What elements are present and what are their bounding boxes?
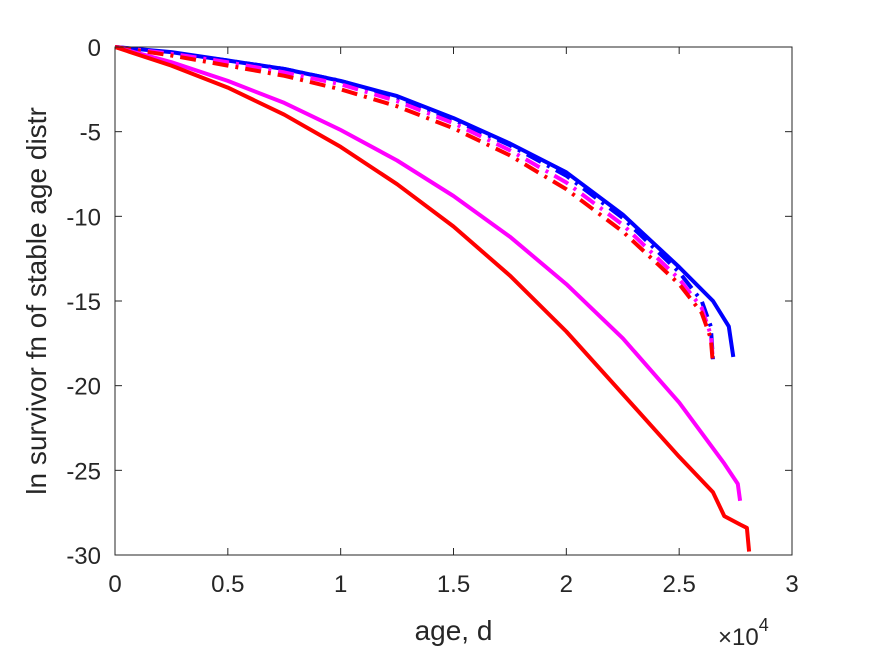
x-tick-label: 2 [560, 571, 573, 598]
x-tick-label: 3 [785, 571, 798, 598]
series-line-6 [114, 45, 752, 552]
x-axis-label: age, d [415, 615, 493, 646]
series-line-5 [114, 45, 743, 502]
y-tick-label: 0 [88, 35, 101, 62]
y-axis-label: ln survivor fn of stable age distr [21, 107, 52, 495]
y-tick-label: -20 [66, 374, 101, 401]
x-axis-multiplier: ×104 [718, 615, 769, 651]
y-tick-label: -10 [66, 204, 101, 231]
x-tick-label: 0 [108, 571, 121, 598]
series-layer [114, 45, 752, 552]
y-tick-label: -25 [66, 458, 101, 485]
series-line-3 [114, 45, 715, 361]
plot-area [115, 47, 792, 555]
y-tick-label: -15 [66, 289, 101, 316]
tick-layer: 0 0.5 1 1.5 2 2.5 3 0 -5 -10 -15 -20 -25 -30 [66, 35, 798, 598]
x-tick-label: 2.5 [662, 571, 695, 598]
x-tick-label: 0.5 [211, 571, 244, 598]
y-tick-label: -5 [80, 120, 101, 147]
y-tick-label: -30 [66, 543, 101, 570]
x-tick-label: 1.5 [437, 571, 470, 598]
x-multiplier-exponent: 4 [759, 615, 769, 635]
x-tick-label: 1 [334, 571, 347, 598]
series-line-4 [114, 45, 715, 366]
x-multiplier-base: ×10 [718, 624, 759, 651]
